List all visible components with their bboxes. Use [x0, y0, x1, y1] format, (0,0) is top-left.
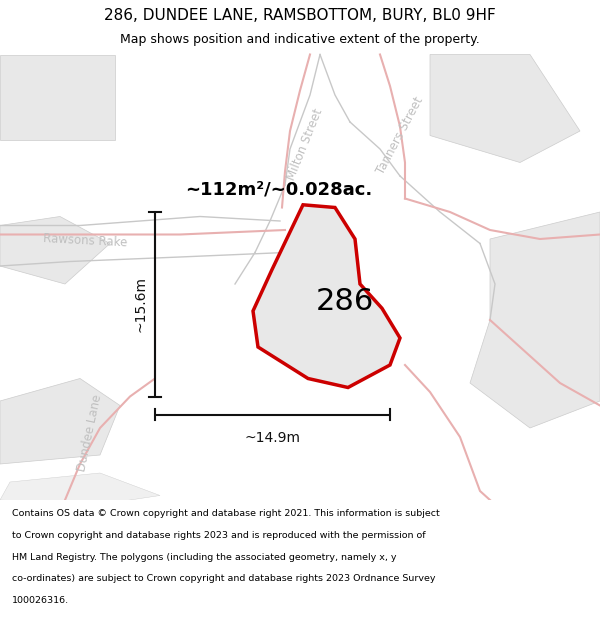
Text: ~112m²/~0.028ac.: ~112m²/~0.028ac. — [185, 181, 372, 199]
Text: Dundee Lane: Dundee Lane — [76, 393, 104, 472]
Text: ~15.6m: ~15.6m — [134, 276, 148, 332]
Text: 100026316.: 100026316. — [12, 596, 69, 605]
Text: Milton Street: Milton Street — [285, 107, 325, 182]
Text: HM Land Registry. The polygons (including the associated geometry, namely x, y: HM Land Registry. The polygons (includin… — [12, 552, 397, 561]
Text: 286, DUNDEE LANE, RAMSBOTTOM, BURY, BL0 9HF: 286, DUNDEE LANE, RAMSBOTTOM, BURY, BL0 … — [104, 8, 496, 22]
Polygon shape — [470, 212, 600, 428]
Text: co-ordinates) are subject to Crown copyright and database rights 2023 Ordnance S: co-ordinates) are subject to Crown copyr… — [12, 574, 436, 583]
Text: Contains OS data © Crown copyright and database right 2021. This information is : Contains OS data © Crown copyright and d… — [12, 509, 440, 518]
Polygon shape — [0, 54, 115, 140]
Text: 286: 286 — [316, 288, 374, 316]
Text: to Crown copyright and database rights 2023 and is reproduced with the permissio: to Crown copyright and database rights 2… — [12, 531, 425, 539]
Text: Tanners Street: Tanners Street — [374, 94, 426, 176]
Polygon shape — [0, 379, 120, 464]
Polygon shape — [0, 216, 110, 284]
Polygon shape — [262, 221, 390, 379]
Text: Rawsons Rake: Rawsons Rake — [43, 232, 127, 249]
Polygon shape — [0, 473, 160, 504]
Text: Map shows position and indicative extent of the property.: Map shows position and indicative extent… — [120, 34, 480, 46]
Polygon shape — [430, 54, 580, 162]
Text: ~14.9m: ~14.9m — [245, 431, 301, 445]
Polygon shape — [253, 205, 400, 388]
